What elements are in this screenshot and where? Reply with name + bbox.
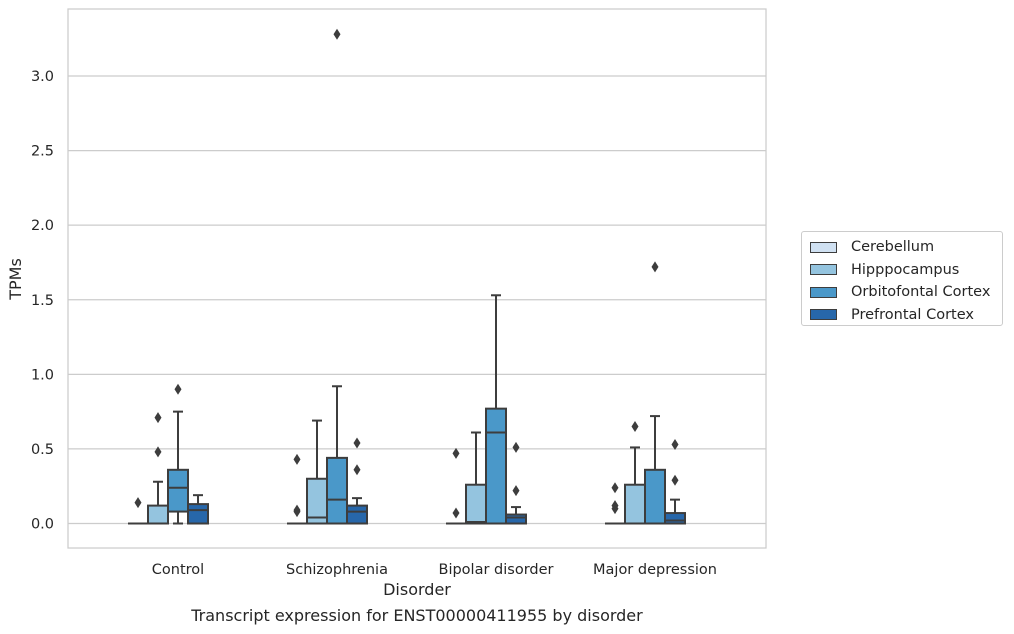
box-hipppocampus-bipolar-disorder bbox=[465, 431, 487, 525]
outlier-point bbox=[452, 507, 460, 519]
outlier-point bbox=[353, 464, 361, 476]
legend-swatch-orbitofontal-cortex bbox=[810, 286, 837, 298]
x-axis-label: Disorder bbox=[383, 580, 451, 599]
box-prefrontal-cortex-control bbox=[187, 494, 209, 525]
box-orbitofontal-cortex-major-depression bbox=[644, 261, 666, 525]
box-body bbox=[326, 456, 348, 525]
box-cerebellum-control bbox=[128, 497, 148, 525]
outlier-point bbox=[134, 497, 142, 509]
y-tick-label: 1.0 bbox=[31, 367, 54, 383]
box-body bbox=[167, 468, 189, 513]
box-prefrontal-cortex-schizophrenia bbox=[346, 437, 368, 525]
box-prefrontal-cortex-major-depression bbox=[664, 438, 686, 525]
legend-item-cerebellum: Cerebellum bbox=[810, 236, 1002, 259]
legend: Cerebellum Hipppocampus Orbitofontal Cor… bbox=[801, 231, 1003, 326]
legend-item-orbitofontal-cortex: Orbitofontal Cortex bbox=[810, 281, 1002, 304]
x-tick-label: Bipolar disorder bbox=[439, 562, 554, 578]
box-orbitofontal-cortex-schizophrenia bbox=[326, 28, 348, 525]
box-orbitofontal-cortex-control bbox=[167, 383, 189, 525]
box-body bbox=[505, 513, 527, 525]
box-body bbox=[485, 407, 507, 525]
outlier-point bbox=[333, 28, 341, 40]
gridlines bbox=[68, 75, 766, 525]
box-cerebellum-bipolar-disorder bbox=[446, 447, 466, 525]
outlier-point bbox=[293, 506, 301, 518]
x-tick-labels: Control Schizophrenia Bipolar disorder Majo… bbox=[152, 562, 717, 578]
outlier-point bbox=[452, 447, 460, 459]
plot-frame bbox=[67, 8, 767, 549]
y-axis-label: TPMs bbox=[6, 258, 25, 301]
legend-label-cerebellum: Cerebellum bbox=[851, 239, 935, 256]
box-orbitofontal-cortex-bipolar-disorder bbox=[485, 294, 507, 525]
box-body bbox=[664, 512, 686, 525]
box-body bbox=[465, 483, 487, 525]
legend-swatch-hipppocampus bbox=[810, 264, 837, 276]
y-tick-label: 3.0 bbox=[31, 69, 54, 85]
outlier-point bbox=[353, 437, 361, 449]
outlier-point bbox=[512, 441, 520, 453]
box-body bbox=[187, 503, 209, 525]
box-plot-marks bbox=[128, 28, 686, 525]
box-cerebellum-schizophrenia bbox=[287, 453, 307, 525]
box-cerebellum-major-depression bbox=[605, 482, 625, 525]
outlier-point bbox=[611, 482, 619, 494]
legend-item-hipppocampus: Hipppocampus bbox=[810, 259, 1002, 282]
legend-swatch-cerebellum bbox=[810, 241, 837, 253]
box-hipppocampus-schizophrenia bbox=[306, 419, 328, 525]
legend-item-prefrontal-cortex: Prefrontal Cortex bbox=[810, 304, 1002, 327]
legend-label-hipppocampus: Hipppocampus bbox=[851, 261, 960, 278]
y-tick-label: 2.0 bbox=[31, 218, 54, 234]
box-body bbox=[624, 483, 646, 525]
outlier-point bbox=[174, 383, 182, 395]
x-tick-label: Schizophrenia bbox=[286, 562, 388, 578]
box-body bbox=[346, 504, 368, 525]
box-hipppocampus-major-depression bbox=[624, 421, 646, 525]
outlier-point bbox=[154, 446, 162, 458]
legend-swatch-prefrontal-cortex bbox=[810, 309, 837, 321]
chart-caption: Transcript expression for ENST0000041195… bbox=[191, 606, 643, 625]
x-tick-label: Control bbox=[152, 562, 204, 578]
legend-label-prefrontal-cortex: Prefrontal Cortex bbox=[851, 306, 974, 323]
y-tick-label: 0.0 bbox=[31, 517, 54, 533]
box-hipppocampus-control bbox=[147, 412, 169, 525]
y-tick-labels: 0.0 0.5 1.0 1.5 2.0 2.5 3.0 bbox=[31, 69, 54, 533]
legend-label-orbitofontal-cortex: Orbitofontal Cortex bbox=[851, 284, 991, 301]
y-tick-label: 1.5 bbox=[31, 293, 54, 309]
box-body bbox=[147, 504, 169, 525]
outlier-point bbox=[631, 421, 639, 433]
y-tick-label: 2.5 bbox=[31, 144, 54, 160]
outlier-point bbox=[651, 261, 659, 273]
y-tick-label: 0.5 bbox=[31, 442, 54, 458]
box-prefrontal-cortex-bipolar-disorder bbox=[505, 441, 527, 525]
outlier-point bbox=[671, 474, 679, 486]
outlier-point bbox=[671, 438, 679, 450]
box-body bbox=[644, 468, 666, 525]
outlier-point bbox=[512, 485, 520, 497]
outlier-point bbox=[293, 453, 301, 465]
outlier-point bbox=[154, 412, 162, 424]
x-tick-label: Major depression bbox=[593, 562, 717, 578]
outlier-point bbox=[611, 503, 619, 515]
